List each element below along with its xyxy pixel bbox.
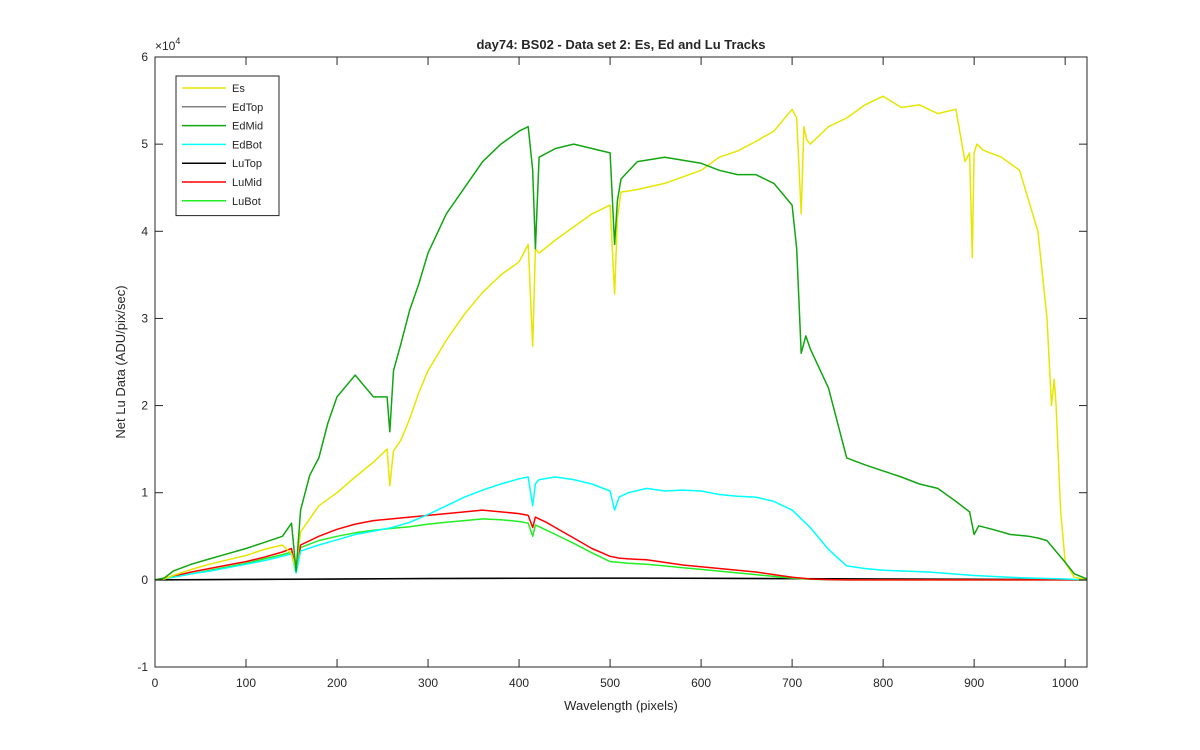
y-axis-label: Net Lu Data (ADU/pix/sec)	[113, 285, 128, 438]
y-tick-label: 2	[141, 399, 148, 413]
x-tick-label: 700	[782, 676, 802, 690]
legend: Es EdTop EdMid EdBot LuTop LuMid LuBot	[175, 75, 280, 217]
y-tick-label: 4	[141, 224, 148, 238]
x-tick-label: 300	[418, 676, 438, 690]
chart-title: day74: BS02 - Data set 2: Es, Ed and Lu …	[476, 37, 765, 52]
legend-label-edmid: EdMid	[232, 121, 263, 133]
y-multiplier-exponent: 4	[175, 36, 180, 46]
legend-box	[175, 75, 280, 217]
legend-label-edbot: EdBot	[232, 139, 262, 151]
x-tick-label: 600	[691, 676, 711, 690]
plot-area	[155, 57, 1087, 667]
x-tick-label: 400	[509, 676, 529, 690]
x-tick-label: 100	[236, 676, 256, 690]
x-axis-label: Wavelength (pixels)	[564, 698, 678, 713]
legend-label-es: Es	[232, 83, 245, 95]
y-multiplier-base: ×10	[155, 39, 176, 53]
plot-frame	[154, 56, 1088, 668]
y-tick-label: 0	[141, 573, 148, 587]
legend-label-edtop: EdTop	[232, 102, 263, 114]
legend-label-lumid: LuMid	[232, 177, 262, 189]
y-tick-label: -1	[137, 660, 148, 674]
y-multiplier: ×104	[155, 36, 180, 53]
y-tick-label: 3	[141, 311, 148, 325]
y-tick-label: 1	[141, 486, 148, 500]
x-tick-label: 800	[873, 676, 893, 690]
x-tick-label: 500	[600, 676, 620, 690]
y-tick-label: 6	[141, 50, 148, 64]
x-tick-label: 1000	[1052, 676, 1079, 690]
series-line-edmid	[154, 125, 1088, 581]
x-tick-label: 200	[327, 676, 347, 690]
x-tick-label: 900	[964, 676, 984, 690]
series-line-es	[154, 95, 1088, 581]
legend-label-lutop: LuTop	[232, 158, 262, 170]
y-tick-label: 5	[141, 137, 148, 151]
legend-label-lubot: LuBot	[232, 196, 261, 208]
x-tick-label: 0	[152, 676, 159, 690]
series-layer	[154, 95, 1088, 581]
